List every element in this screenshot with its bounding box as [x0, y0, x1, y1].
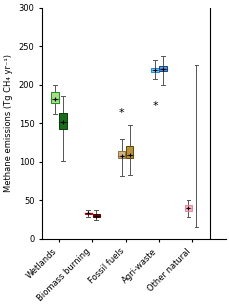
- Text: *: *: [118, 108, 124, 118]
- Y-axis label: Methane emissions (Tg CH₄ yr⁻¹): Methane emissions (Tg CH₄ yr⁻¹): [4, 54, 13, 192]
- Bar: [151, 68, 158, 72]
- Bar: [117, 151, 125, 158]
- Bar: [159, 66, 166, 71]
- Bar: [92, 214, 100, 217]
- Bar: [59, 113, 66, 129]
- Text: *: *: [152, 101, 158, 111]
- Bar: [125, 146, 133, 158]
- Bar: [51, 92, 58, 103]
- Bar: [184, 205, 191, 211]
- Bar: [84, 213, 92, 214]
